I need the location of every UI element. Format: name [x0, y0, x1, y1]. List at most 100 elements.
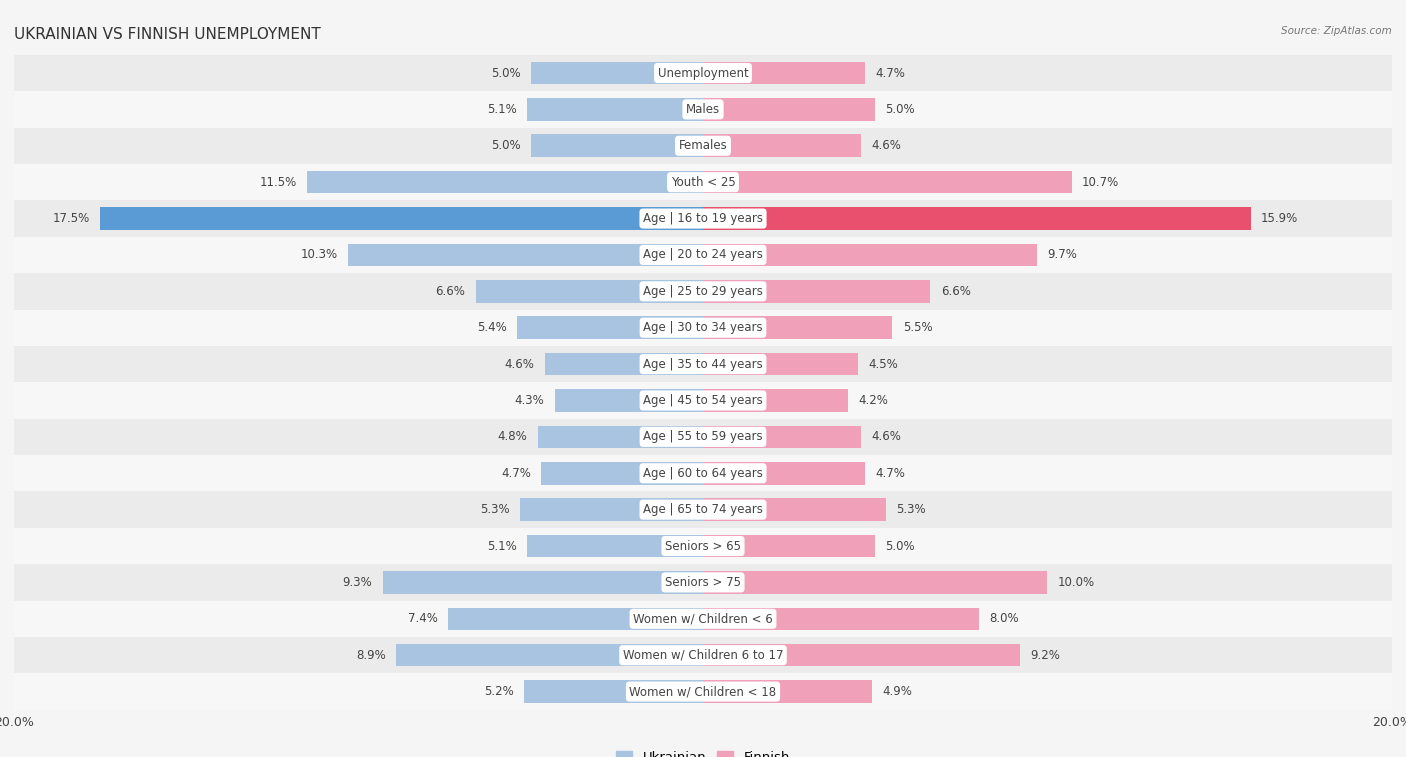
Bar [527, 98, 703, 120]
Text: 4.6%: 4.6% [872, 139, 901, 152]
Text: 4.6%: 4.6% [505, 357, 534, 371]
Bar [703, 608, 979, 630]
Bar [14, 674, 1392, 710]
Bar [703, 389, 848, 412]
Text: 4.8%: 4.8% [498, 431, 527, 444]
Text: Age | 35 to 44 years: Age | 35 to 44 years [643, 357, 763, 371]
Bar [14, 237, 1392, 273]
Text: 5.5%: 5.5% [903, 321, 932, 334]
Bar [531, 62, 703, 84]
Text: 5.3%: 5.3% [481, 503, 510, 516]
Text: Age | 30 to 34 years: Age | 30 to 34 years [643, 321, 763, 334]
Bar [703, 534, 875, 557]
Text: 9.3%: 9.3% [343, 576, 373, 589]
Bar [14, 382, 1392, 419]
Text: 7.4%: 7.4% [408, 612, 437, 625]
Bar [14, 564, 1392, 600]
Bar [527, 534, 703, 557]
Text: 5.0%: 5.0% [491, 139, 520, 152]
Bar [703, 244, 1038, 266]
Text: 9.2%: 9.2% [1031, 649, 1060, 662]
Bar [703, 207, 1251, 230]
Bar [475, 280, 703, 303]
Bar [555, 389, 703, 412]
Text: Age | 16 to 19 years: Age | 16 to 19 years [643, 212, 763, 225]
Text: 4.3%: 4.3% [515, 394, 544, 407]
Bar [14, 491, 1392, 528]
Bar [307, 171, 703, 194]
Bar [14, 600, 1392, 637]
Text: 5.3%: 5.3% [896, 503, 925, 516]
Text: 6.6%: 6.6% [941, 285, 970, 298]
Text: 5.1%: 5.1% [488, 540, 517, 553]
Text: Age | 60 to 64 years: Age | 60 to 64 years [643, 467, 763, 480]
Bar [14, 91, 1392, 128]
Bar [703, 498, 886, 521]
Text: Females: Females [679, 139, 727, 152]
Bar [14, 310, 1392, 346]
Bar [703, 280, 931, 303]
Bar [703, 135, 862, 157]
Text: 5.0%: 5.0% [886, 540, 915, 553]
Text: 10.7%: 10.7% [1083, 176, 1119, 188]
Bar [520, 498, 703, 521]
Bar [703, 681, 872, 702]
Text: 4.7%: 4.7% [875, 467, 905, 480]
Bar [100, 207, 703, 230]
Bar [544, 353, 703, 375]
Text: 8.9%: 8.9% [356, 649, 387, 662]
Bar [449, 608, 703, 630]
Text: 17.5%: 17.5% [52, 212, 90, 225]
Text: Seniors > 75: Seniors > 75 [665, 576, 741, 589]
Text: 5.1%: 5.1% [488, 103, 517, 116]
Bar [541, 462, 703, 484]
Text: UKRAINIAN VS FINNISH UNEMPLOYMENT: UKRAINIAN VS FINNISH UNEMPLOYMENT [14, 27, 321, 42]
Bar [517, 316, 703, 339]
Text: Seniors > 65: Seniors > 65 [665, 540, 741, 553]
Text: Age | 45 to 54 years: Age | 45 to 54 years [643, 394, 763, 407]
Text: 5.0%: 5.0% [491, 67, 520, 79]
Text: 4.2%: 4.2% [858, 394, 887, 407]
Text: Age | 20 to 24 years: Age | 20 to 24 years [643, 248, 763, 261]
Text: 4.9%: 4.9% [882, 685, 912, 698]
Text: 9.7%: 9.7% [1047, 248, 1077, 261]
Text: Males: Males [686, 103, 720, 116]
Bar [703, 571, 1047, 593]
Text: 8.0%: 8.0% [988, 612, 1018, 625]
Text: 10.0%: 10.0% [1057, 576, 1095, 589]
Text: 4.6%: 4.6% [872, 431, 901, 444]
Text: 5.2%: 5.2% [484, 685, 513, 698]
Bar [14, 455, 1392, 491]
Bar [382, 571, 703, 593]
Text: 10.3%: 10.3% [301, 248, 337, 261]
Bar [531, 135, 703, 157]
Text: Youth < 25: Youth < 25 [671, 176, 735, 188]
Bar [14, 419, 1392, 455]
Text: Age | 55 to 59 years: Age | 55 to 59 years [643, 431, 763, 444]
Bar [703, 98, 875, 120]
Bar [396, 644, 703, 666]
Text: 4.7%: 4.7% [501, 467, 531, 480]
Text: Age | 25 to 29 years: Age | 25 to 29 years [643, 285, 763, 298]
Bar [703, 353, 858, 375]
Bar [703, 462, 865, 484]
Bar [14, 637, 1392, 674]
Bar [14, 128, 1392, 164]
Bar [14, 346, 1392, 382]
Bar [703, 62, 865, 84]
Text: 4.7%: 4.7% [875, 67, 905, 79]
Bar [349, 244, 703, 266]
Bar [14, 164, 1392, 201]
Bar [703, 425, 862, 448]
Text: Women w/ Children < 18: Women w/ Children < 18 [630, 685, 776, 698]
Bar [703, 316, 893, 339]
Bar [14, 273, 1392, 310]
Bar [14, 528, 1392, 564]
Bar [703, 171, 1071, 194]
Text: Women w/ Children 6 to 17: Women w/ Children 6 to 17 [623, 649, 783, 662]
Text: 11.5%: 11.5% [259, 176, 297, 188]
Text: Age | 65 to 74 years: Age | 65 to 74 years [643, 503, 763, 516]
Bar [524, 681, 703, 702]
Bar [14, 55, 1392, 91]
Legend: Ukrainian, Finnish: Ukrainian, Finnish [616, 751, 790, 757]
